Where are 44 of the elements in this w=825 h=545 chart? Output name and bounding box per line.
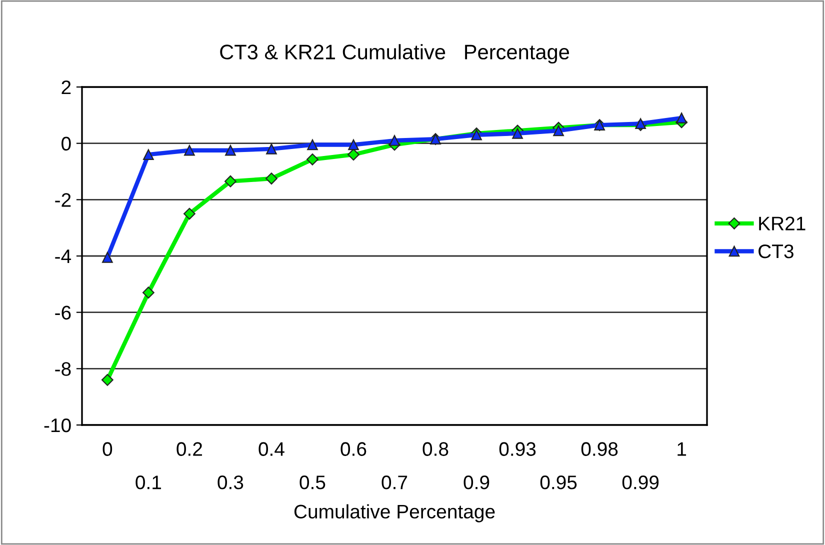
x-tick-label: 0.3 xyxy=(218,476,244,490)
x-tick-label: 0.1 xyxy=(136,476,162,490)
y-tick-label: -4 xyxy=(55,250,72,264)
point xyxy=(306,153,318,166)
x-axis-title: Cumulative Percentage xyxy=(294,504,495,522)
chart-title: CT3 & KR21 Cumulative Percentage xyxy=(220,44,570,64)
point xyxy=(676,112,687,124)
x-tick-label: 0.6 xyxy=(340,442,366,456)
x-tick-label: 0 xyxy=(102,442,112,456)
x-tick-label: 0.99 xyxy=(622,476,659,490)
y-tick-label: -2 xyxy=(55,193,71,207)
y-tick-label: 2 xyxy=(62,80,71,94)
point xyxy=(183,208,196,220)
point xyxy=(266,172,278,184)
point xyxy=(102,252,113,263)
x-tick-label: 0.93 xyxy=(499,442,536,456)
x-tick-label: 0.9 xyxy=(464,476,490,490)
y-tick-label: -10 xyxy=(44,418,71,432)
x-tick-label: 0.95 xyxy=(540,476,577,490)
x-tick-label: 0.5 xyxy=(300,476,326,490)
point xyxy=(348,139,359,150)
point xyxy=(224,175,236,188)
legend-label: CT3 xyxy=(758,244,794,258)
x-tick-label: 0.7 xyxy=(382,476,408,490)
point xyxy=(389,135,400,146)
point xyxy=(307,139,318,150)
point xyxy=(266,144,277,154)
point xyxy=(143,149,154,160)
x-tick-label: 0.8 xyxy=(422,442,448,456)
y-tick-label: -8 xyxy=(55,362,71,376)
x-tick-label: 0.98 xyxy=(581,442,618,456)
point xyxy=(553,125,564,136)
point xyxy=(225,144,236,156)
point xyxy=(348,148,360,161)
y-tick-label: 0 xyxy=(62,136,71,151)
point xyxy=(512,128,523,139)
x-tick-label: 0.4 xyxy=(258,442,284,456)
legend-label: KR21 xyxy=(759,216,806,230)
point xyxy=(184,144,195,156)
point xyxy=(101,374,114,386)
x-tick-label: 1 xyxy=(678,442,686,456)
point xyxy=(142,286,154,299)
y-tick-label: -6 xyxy=(55,306,71,320)
x-tick-label: 0.2 xyxy=(176,442,202,456)
